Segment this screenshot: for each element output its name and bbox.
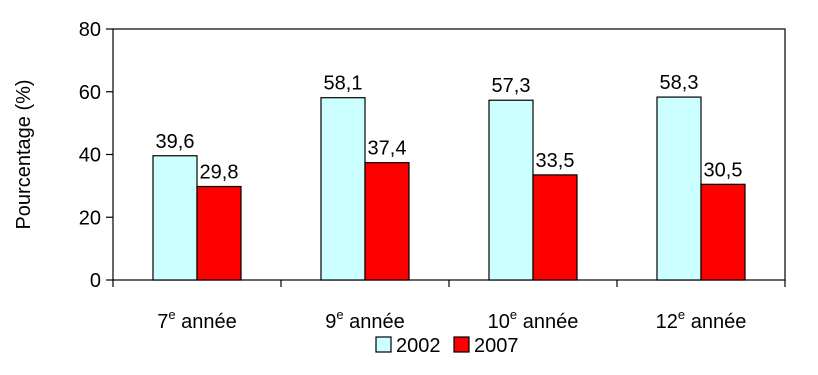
x-category-label: 9e année — [325, 307, 405, 333]
data-label-2007: 29,8 — [200, 162, 239, 184]
data-label-2002: 58,3 — [660, 72, 699, 94]
y-tick-label: 80 — [79, 19, 101, 41]
y-tick-label: 20 — [79, 207, 101, 229]
labels: 39,629,8 7e année 58,1 37,4 9e année 57,3 33,5… — [156, 72, 747, 333]
y-tick-label: 40 — [79, 145, 101, 167]
legend-swatch-2002 — [375, 336, 392, 353]
data-label-2007: 33,5 — [536, 150, 575, 172]
y-tick-label: 0 — [90, 270, 101, 292]
data-label-2002: 39,6 — [156, 131, 195, 153]
data-label-2002: 57,3 — [492, 75, 531, 97]
bar-2007 — [364, 162, 410, 281]
data-label-2007: 30,5 — [704, 159, 743, 181]
bar-2007 — [700, 183, 746, 281]
axes: 0 20 40 60 80 Pourcentage (%) — [13, 19, 786, 292]
y-axis-title: Pourcentage (%) — [13, 79, 35, 229]
legend: 2002 2007 — [375, 335, 519, 357]
legend-swatch-2007 — [453, 336, 470, 353]
legend-label-2007: 2007 — [474, 335, 519, 357]
bar-2007 — [196, 185, 242, 281]
bar-2002 — [152, 155, 198, 281]
x-category-label: 10e année — [488, 307, 579, 333]
bar-2007 — [532, 174, 578, 281]
x-category-label: 7e année — [157, 307, 237, 333]
data-label-2007: 37,4 — [368, 138, 407, 160]
legend-label-2002: 2002 — [396, 335, 441, 357]
y-tick-label: 60 — [79, 82, 101, 104]
data-label-2002: 58,1 — [324, 73, 363, 95]
bars — [152, 96, 746, 281]
x-category-label: 12e année — [656, 307, 747, 333]
bar-2002 — [320, 97, 366, 281]
bar-2002 — [488, 99, 534, 281]
bar-2002 — [656, 96, 702, 281]
